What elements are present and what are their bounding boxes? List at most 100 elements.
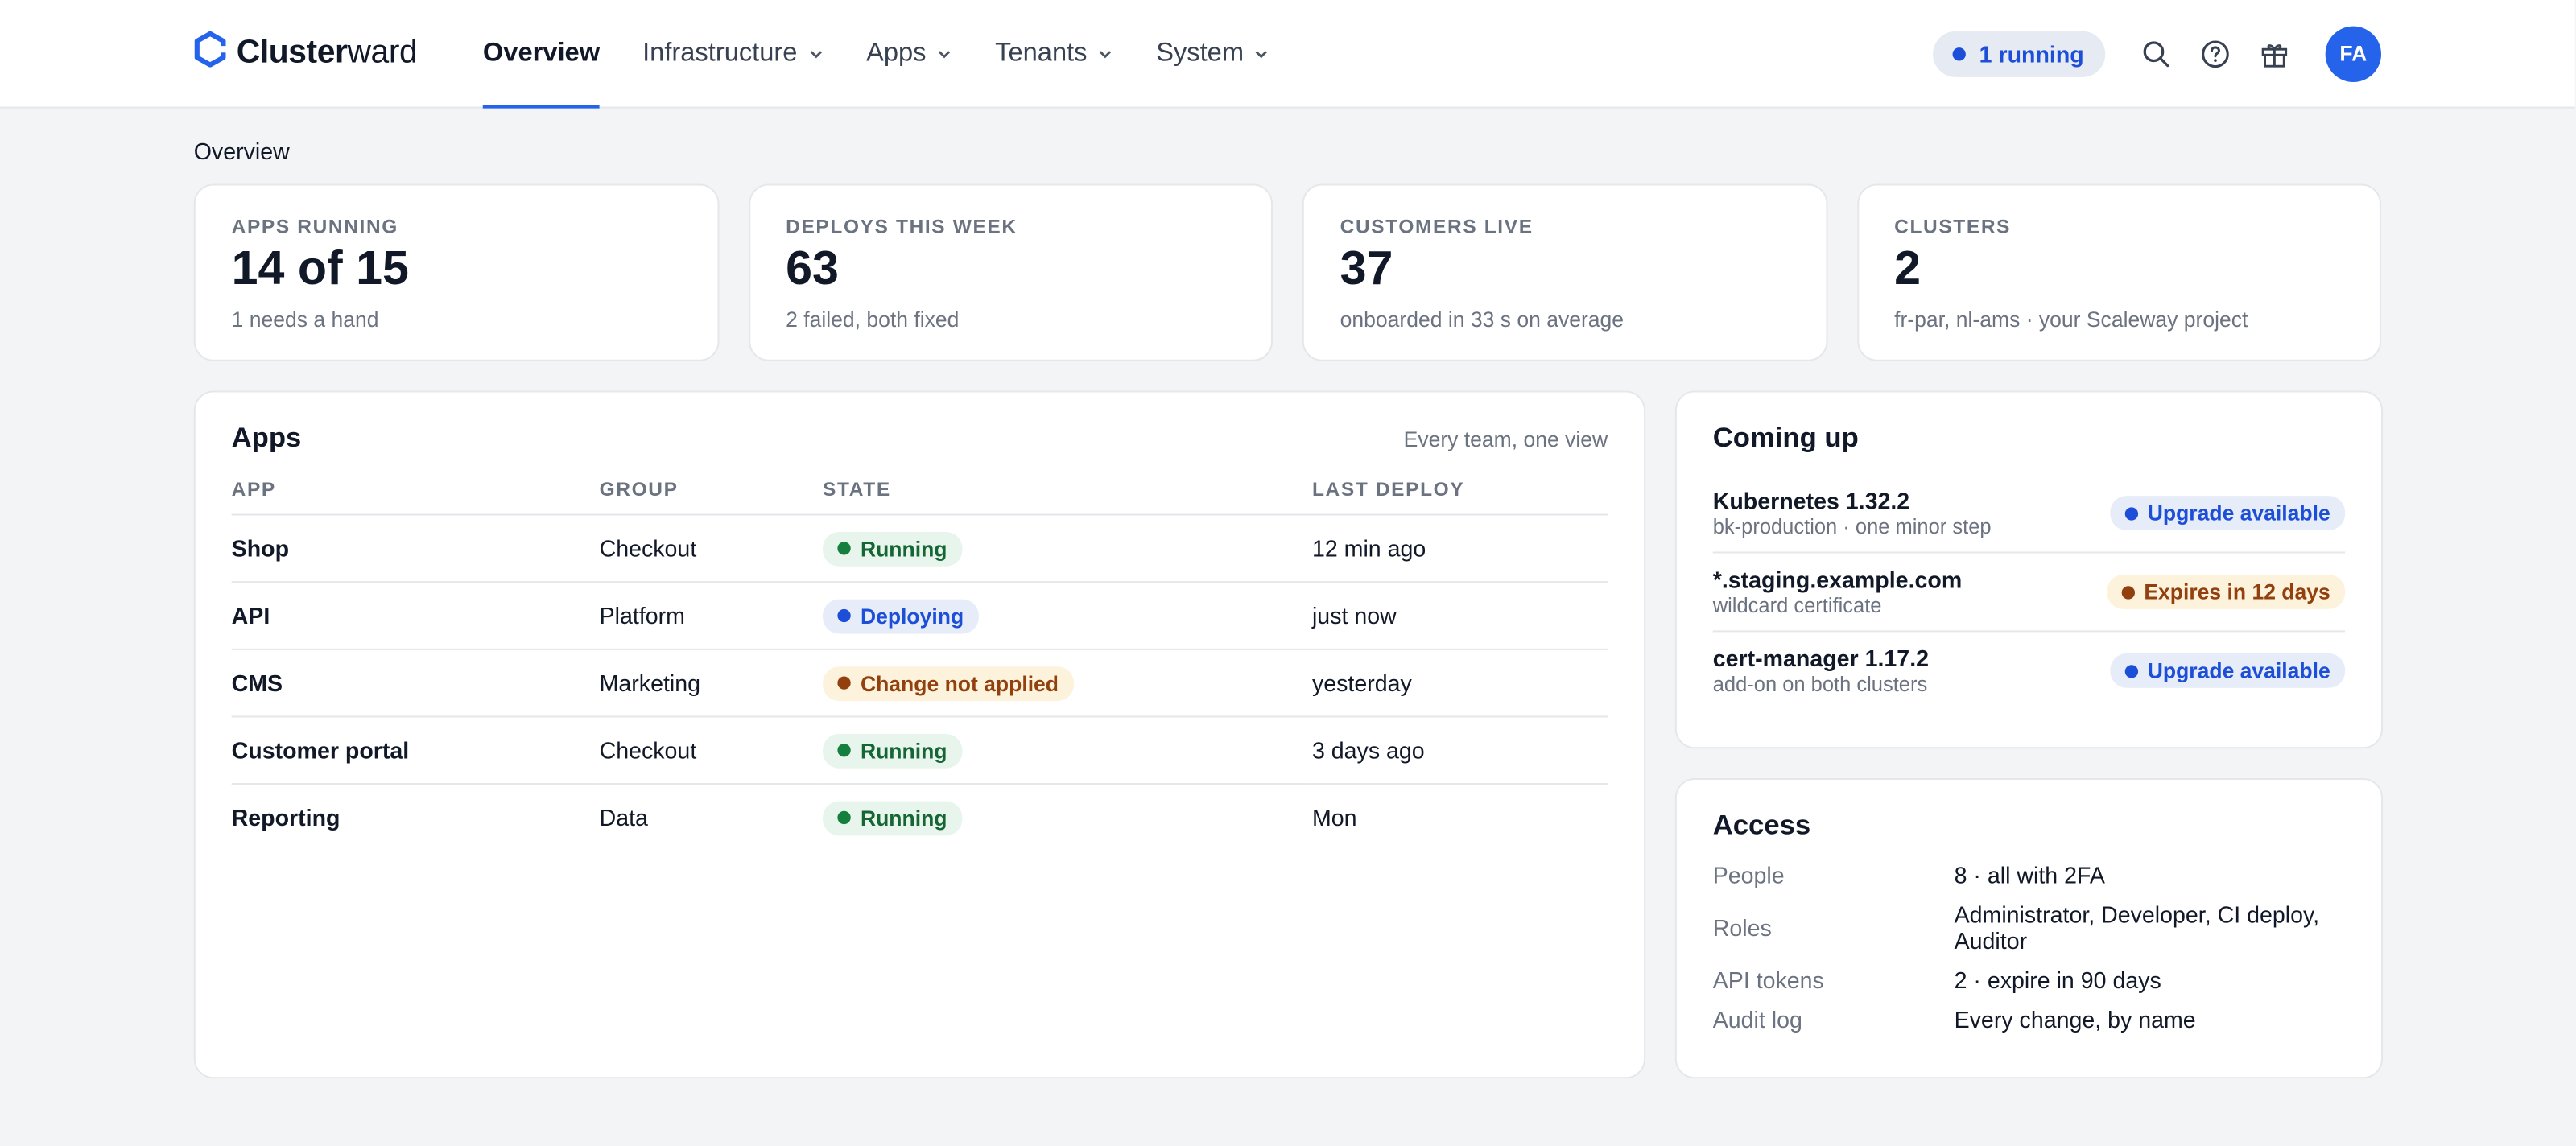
main-nav: Overview Infrastructure Apps Tenants Sys…: [482, 0, 1270, 108]
apps-card-header: Apps Every team, one view: [232, 422, 1608, 455]
status-badge[interactable]: Upgrade available: [2109, 496, 2346, 530]
app-name[interactable]: Shop: [231, 514, 600, 583]
state-badge: Change not applied: [823, 666, 1074, 701]
access-key: People: [1712, 862, 1785, 888]
stat-label: CLUSTERS: [1894, 215, 2012, 238]
item-title: cert-manager 1.17.2: [1712, 645, 1930, 672]
state-badge: Running: [823, 801, 962, 835]
chevron-down-icon: [1099, 50, 1112, 58]
access-header: Access: [1713, 810, 2345, 843]
item-subtitle: bk-production · one minor step: [1712, 515, 1992, 539]
stat-sub: 2 failed, both fixed: [786, 307, 960, 332]
app-name[interactable]: API: [231, 582, 600, 650]
stat-label: APPS RUNNING: [231, 215, 398, 238]
gift-button[interactable]: [2256, 35, 2293, 72]
last-deploy: yesterday: [1311, 649, 1608, 718]
stat-label: CUSTOMERS LIVE: [1340, 215, 1534, 238]
access-row-audit-log: Audit log Every change, by name: [1713, 1000, 2345, 1040]
search-icon: [2143, 40, 2169, 67]
item-title: Kubernetes 1.32.2: [1712, 487, 1910, 514]
table-row[interactable]: CMS Marketing Change not applied yesterd…: [231, 649, 1608, 718]
access-row-people: People 8 · all with 2FA: [1713, 855, 2345, 895]
stat-sub: fr-par, nl-ams · your Scaleway project: [1894, 307, 2248, 332]
last-deploy: just now: [1311, 582, 1608, 650]
app-name[interactable]: Customer portal: [231, 716, 600, 785]
status-dot-icon: [2120, 585, 2135, 599]
apps-meta: Every team, one view: [1403, 426, 1608, 451]
apps-table: APP GROUP STATE LAST DEPLOY Shop Checkou…: [231, 468, 1608, 851]
table-row[interactable]: Reporting Data Running Mon: [232, 784, 1608, 851]
status-dot-icon: [837, 608, 851, 623]
state-badge: Running: [823, 530, 962, 566]
apps-table-header: APP GROUP STATE LAST DEPLOY: [231, 468, 1608, 516]
coming-up-header: Coming up: [1713, 422, 2345, 455]
brand-logo[interactable]: Clusterward: [194, 31, 418, 76]
item-title: *.staging.example.com: [1712, 566, 1963, 593]
table-row[interactable]: Shop Checkout Running 12 min ago: [231, 514, 1608, 583]
running-status-pill[interactable]: 1 running: [1933, 30, 2106, 76]
column-header-app: APP: [231, 468, 600, 516]
nav-tenants[interactable]: Tenants: [995, 0, 1113, 108]
stat-value: 14 of 15: [231, 242, 409, 296]
stat-sub: onboarded in 33 s on average: [1340, 307, 1624, 332]
column-header-state: STATE: [823, 468, 1312, 516]
apps-card: Apps Every team, one view APP GROUP STAT…: [193, 390, 1646, 1079]
app-name[interactable]: Reporting: [231, 805, 341, 831]
list-item[interactable]: cert-manager 1.17.2 add-on on both clust…: [1712, 632, 2346, 709]
nav-overview[interactable]: Overview: [482, 0, 601, 108]
last-deploy: 3 days ago: [1311, 716, 1608, 785]
access-row-roles: Roles Administrator, Developer, CI deplo…: [1713, 895, 2345, 961]
list-item[interactable]: Kubernetes 1.32.2 bk-production · one mi…: [1712, 475, 2346, 554]
access-value: 2 · expire in 90 days: [1954, 967, 2161, 994]
item-subtitle: wildcard certificate: [1712, 594, 1882, 618]
coming-up-title: Coming up: [1712, 422, 1859, 454]
coming-up-card: Coming up Kubernetes 1.32.2 bk-productio…: [1674, 390, 2384, 749]
stats-row: APPS RUNNING 14 of 15 1 needs a hand DEP…: [193, 183, 2381, 361]
main-content: Overview APPS RUNNING 14 of 15 1 needs a…: [0, 109, 2575, 1079]
table-row[interactable]: Customer portal Checkout Running 3 days …: [231, 716, 1608, 785]
running-label: 1 running: [1979, 39, 2084, 67]
chevron-down-icon: [938, 50, 951, 58]
app-name[interactable]: CMS: [231, 649, 600, 718]
column-header-last-deploy: LAST DEPLOY: [1311, 468, 1608, 516]
user-avatar[interactable]: FA: [2325, 25, 2381, 81]
nav-infrastructure[interactable]: Infrastructure: [642, 0, 824, 108]
access-card: Access People 8 · all with 2FA Roles Adm…: [1674, 777, 2384, 1079]
access-value: 8 · all with 2FA: [1954, 862, 2105, 888]
stat-card-clusters: CLUSTERS 2 fr-par, nl-ams · your Scalewa…: [1856, 183, 2381, 361]
nav-apps[interactable]: Apps: [866, 0, 952, 108]
access-value: Every change, by name: [1954, 1007, 2196, 1033]
access-row-api-tokens: API tokens 2 · expire in 90 days: [1713, 961, 2345, 1000]
gift-icon: [2261, 43, 2288, 67]
status-dot-icon: [1953, 47, 1967, 60]
state-badge: Deploying: [823, 598, 979, 633]
stat-value: 37: [1340, 242, 1393, 296]
help-icon: [2202, 39, 2229, 68]
side-column: Coming up Kubernetes 1.32.2 bk-productio…: [1674, 390, 2384, 1079]
app-group: Data: [599, 805, 648, 831]
app-group: Checkout: [599, 514, 824, 583]
help-button[interactable]: [2198, 35, 2234, 72]
chevron-down-icon: [1256, 50, 1268, 58]
table-row[interactable]: API Platform Deploying just now: [231, 582, 1608, 650]
lower-section: Apps Every team, one view APP GROUP STAT…: [193, 390, 2384, 1079]
stat-sub: 1 needs a hand: [231, 307, 379, 332]
hexagon-logo-icon: [194, 31, 227, 76]
nav-system[interactable]: System: [1156, 0, 1269, 108]
access-title: Access: [1712, 809, 1811, 841]
status-badge[interactable]: Upgrade available: [2109, 653, 2346, 688]
status-badge[interactable]: Expires in 12 days: [2106, 575, 2346, 609]
status-dot-icon: [2124, 664, 2138, 678]
list-item[interactable]: *.staging.example.com wildcard certifica…: [1712, 553, 2346, 633]
search-button[interactable]: [2138, 35, 2174, 72]
stat-value: 2: [1894, 242, 1922, 296]
item-subtitle: add-on on both clusters: [1712, 673, 1928, 696]
stat-label: DEPLOYS THIS WEEK: [786, 215, 1018, 238]
status-dot-icon: [837, 542, 851, 555]
stat-card-deploys: DEPLOYS THIS WEEK 63 2 failed, both fixe…: [748, 183, 1273, 361]
status-dot-icon: [837, 744, 851, 757]
app-group: Checkout: [599, 716, 824, 785]
stat-value: 63: [786, 242, 839, 296]
stat-card-customers: CUSTOMERS LIVE 37 onboarded in 33 s on a…: [1302, 183, 1827, 361]
